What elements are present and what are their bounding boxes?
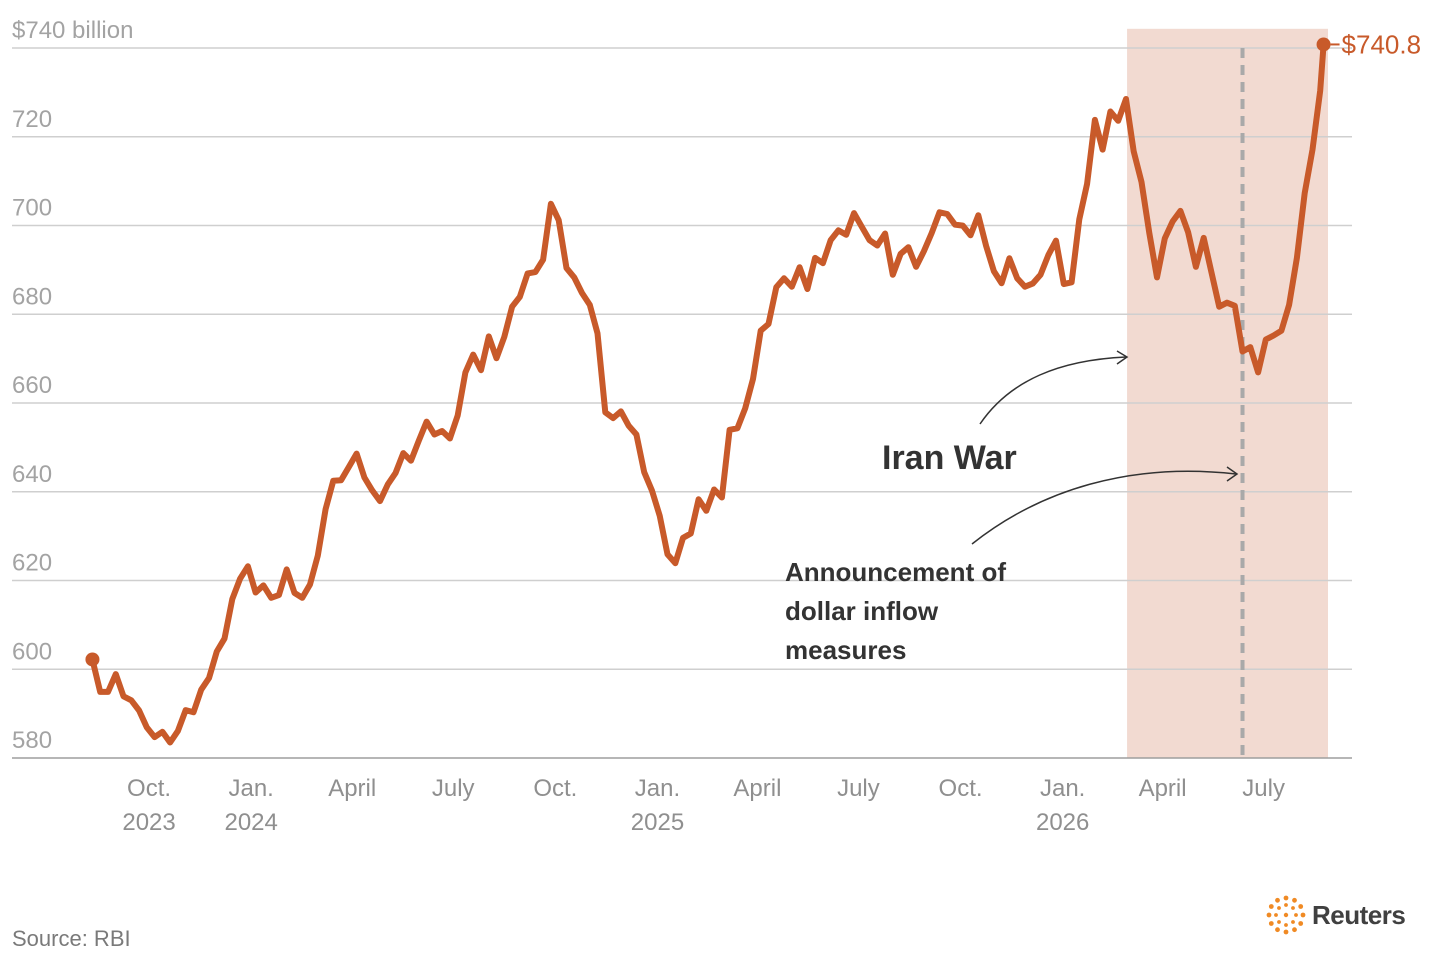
x-tick-label: July xyxy=(837,775,880,802)
x-tick-label: July xyxy=(432,775,475,802)
y-tick-label: 720 xyxy=(12,106,52,133)
end-point xyxy=(1316,37,1331,52)
start-point xyxy=(85,652,100,667)
x-tick-label: Jan. xyxy=(635,775,680,802)
x-tick-year-label: 2024 xyxy=(224,809,277,836)
gridlines xyxy=(12,47,1352,759)
x-tick-year-label: 2026 xyxy=(1036,809,1089,836)
y-tick-label: 680 xyxy=(12,283,52,310)
x-tick-label: Jan. xyxy=(1040,775,1085,802)
x-tick-label: Oct. xyxy=(127,775,171,802)
annotations: Iran War Announcement of dollar inflow meas… xyxy=(785,350,1239,665)
iran-war-arrow xyxy=(979,356,1127,425)
iran-war-arrowhead xyxy=(1116,350,1129,365)
inflow-arrowhead xyxy=(1226,466,1239,482)
y-tick-label: 700 xyxy=(12,195,52,222)
reserves-line-chart: 580 600 620 640 660 680 700 720 $740 billion Oct… xyxy=(12,17,1422,836)
inflow-annotation-line: Announcement of xyxy=(785,557,1006,587)
x-tick-label: Jan. xyxy=(228,775,273,802)
y-unit-label: $740 billion xyxy=(12,17,133,44)
y-tick-label: 620 xyxy=(12,550,52,577)
reuters-wordmark: Reuters xyxy=(1312,899,1406,930)
reuters-logo: Reuters xyxy=(1266,895,1406,935)
x-tick-label: July xyxy=(1242,775,1285,802)
x-tick-year-label: 2023 xyxy=(122,809,175,836)
x-tick-label: Oct. xyxy=(533,775,577,802)
y-axis-ticks: 580 600 620 640 660 680 700 720 $740 billion xyxy=(12,17,133,754)
source-note: Source: RBI xyxy=(12,926,131,951)
iran-war-label: Iran War xyxy=(882,439,1017,477)
inflow-annotation-line: measures xyxy=(785,635,906,665)
iran-war-shaded-period xyxy=(1127,28,1328,758)
x-axis-ticks: Oct. 2023 Jan. 2024 April July Oct. Jan. 2025 Apr… xyxy=(122,775,1285,836)
y-tick-label: 580 xyxy=(12,727,52,754)
y-tick-label: 640 xyxy=(12,461,52,488)
reuters-dots-icon xyxy=(1266,895,1306,935)
x-tick-year-label: 2025 xyxy=(631,809,684,836)
x-tick-label: April xyxy=(733,775,781,802)
reserves-series: $740.8 xyxy=(85,29,1422,746)
y-tick-label: 600 xyxy=(12,638,52,665)
end-value-label: $740.8 xyxy=(1342,29,1422,59)
x-tick-label: April xyxy=(328,775,376,802)
x-tick-label: Oct. xyxy=(939,775,983,802)
inflow-arrow xyxy=(971,470,1237,545)
reserves-line xyxy=(89,41,1327,746)
shaded-rect xyxy=(1127,28,1328,758)
y-tick-label: 660 xyxy=(12,372,52,399)
inflow-annotation-line: dollar inflow xyxy=(785,596,939,626)
x-tick-label: April xyxy=(1139,775,1187,802)
